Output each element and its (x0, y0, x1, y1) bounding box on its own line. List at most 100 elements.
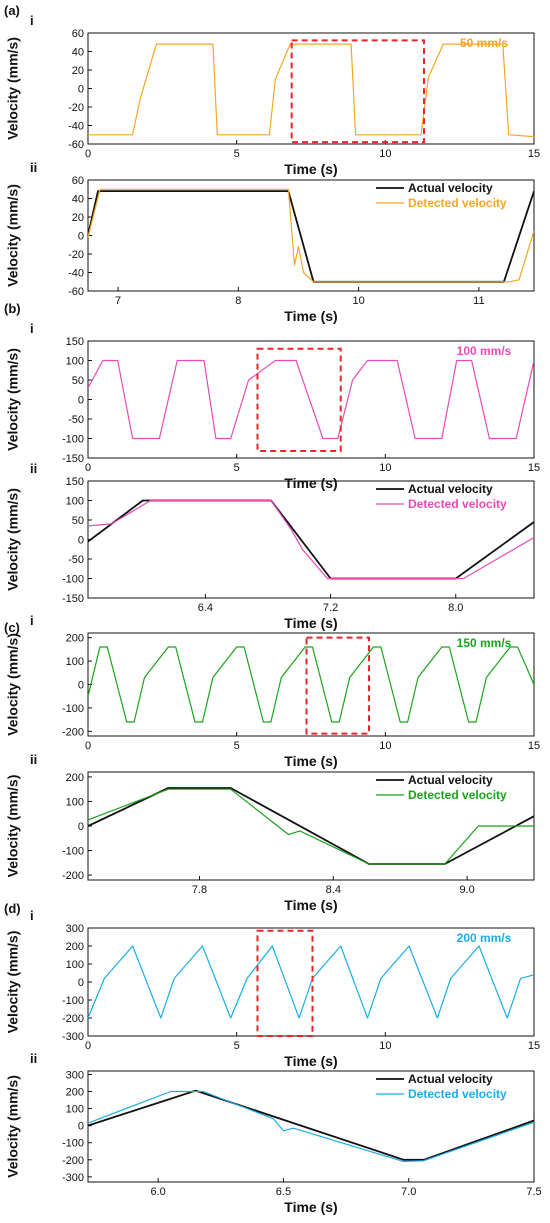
y-tick-label: 0 (78, 231, 84, 243)
sub-label-c-i: i (30, 613, 34, 628)
x-tick-label: 7.0 (401, 1186, 416, 1198)
y-tick-label: 150 (66, 476, 84, 488)
y-tick-label: 100 (66, 959, 84, 971)
y-tick-label: 40 (72, 47, 84, 59)
chart-c-i: i 0 5 10 15 -200 -100 0 100 200 Time (s) Velocity (… (5, 613, 540, 769)
y-tick-label: -100 (62, 703, 84, 715)
x-tick-label: 7.5 (526, 1186, 541, 1198)
x-axis-title: Time (s) (284, 753, 337, 769)
detected-velocity-line (88, 788, 534, 865)
x-tick-label: 5 (234, 148, 240, 160)
y-tick-label: 60 (72, 28, 84, 40)
y-tick-label: -300 (62, 1031, 84, 1043)
x-axis-title: Time (s) (284, 161, 337, 177)
highlight-box (256, 929, 314, 1038)
chart-d-i: i 0 5 10 15 -300 -200 -100 0 100 200 300 Time (s) Vel… (5, 908, 540, 1069)
sub-label-b-i: i (30, 321, 34, 336)
y-tick-label: -200 (62, 726, 84, 738)
y-tick-label: -60 (68, 286, 84, 298)
detected-velocity-line (88, 646, 534, 723)
panel-label-b: (b) (4, 301, 21, 316)
legend-entry: Actual velocity (408, 482, 493, 496)
legend-entry: Detected velocity (408, 788, 507, 802)
y-tick-label: 100 (66, 796, 84, 808)
y-tick-label: 40 (72, 194, 84, 206)
y-axis-title: Velocity (mm/s) (5, 1075, 21, 1178)
x-tick-label: 11 (473, 295, 484, 307)
sub-label-c-ii: ii (30, 752, 37, 767)
y-axis-title: Velocity (mm/s) (5, 931, 21, 1034)
x-axis-title: Time (s) (284, 897, 337, 913)
y-tick-label: -100 (62, 574, 84, 586)
legend-entry: Detected velocity (408, 497, 507, 511)
panel-label-d: (d) (4, 901, 21, 916)
y-tick-label: 100 (66, 656, 84, 668)
y-tick-label: -40 (68, 268, 84, 280)
y-tick-label: -150 (62, 593, 84, 605)
y-tick-label: -300 (62, 1172, 84, 1184)
highlight-box (305, 636, 370, 735)
y-tick-label: 20 (72, 65, 84, 77)
y-tick-label: -50 (68, 554, 84, 566)
chart-d-ii: ii 6.0 6.5 7.0 7.5 -300 -200 -100 0 100 200 300 Time… (5, 1051, 542, 1215)
chart-c-ii: ii 7.8 8.4 9.0 -200 -100 0 100 200 Time (s) Veloci… (5, 752, 535, 913)
x-tick-label: 10 (379, 740, 391, 752)
x-tick-label: 5 (234, 740, 240, 752)
x-tick-label: 7 (115, 295, 121, 307)
detected-velocity-line (88, 188, 534, 283)
y-tick-label: 0 (78, 535, 84, 547)
y-tick-label: 150 (66, 336, 84, 348)
y-tick-label: -150 (62, 453, 84, 465)
y-tick-label: 0 (78, 84, 84, 96)
y-tick-label: -200 (62, 1013, 84, 1025)
legend-entry: Actual velocity (408, 181, 493, 195)
y-tick-label: -20 (68, 102, 84, 114)
y-tick-label: 300 (66, 1069, 84, 1081)
x-tick-label: 6.5 (276, 1186, 291, 1198)
x-tick-label: 8.4 (326, 884, 341, 896)
x-tick-label: 6.0 (151, 1186, 166, 1198)
y-tick-label: 20 (72, 212, 84, 224)
x-axis-title: Time (s) (284, 308, 337, 324)
y-axis-title: Velocity (mm/s) (5, 348, 21, 451)
x-tick-label: 10 (379, 462, 391, 474)
x-axis-title: Time (s) (284, 1199, 337, 1215)
detected-velocity-line (88, 945, 534, 1019)
x-tick-label: 8.0 (448, 602, 463, 614)
y-tick-label: -100 (62, 434, 84, 446)
sub-label-d-ii: ii (30, 1051, 37, 1066)
actual-velocity-line (88, 499, 534, 580)
chart-a-i: i 0 5 10 15 -60 -40 -20 0 20 40 60 Time (s) Velocity … (5, 13, 540, 177)
y-tick-label: 0 (78, 680, 84, 692)
x-tick-label: 0 (85, 148, 91, 160)
y-tick-label: 0 (78, 1121, 84, 1133)
y-tick-label: 200 (66, 1086, 84, 1098)
x-tick-label: 7.8 (192, 884, 207, 896)
speed-annotation: 100 mm/s (457, 344, 512, 358)
y-tick-label: 300 (66, 923, 84, 935)
y-tick-label: 200 (66, 633, 84, 645)
y-tick-label: 200 (66, 772, 84, 784)
x-tick-label: 9.0 (459, 884, 474, 896)
y-tick-label: -200 (62, 1155, 84, 1167)
y-axis-title: Velocity (mm/s) (5, 184, 21, 287)
speed-annotation: 200 mm/s (457, 931, 512, 945)
x-axis-title: Time (s) (284, 475, 337, 491)
y-tick-label: -20 (68, 249, 84, 261)
detected-velocity-line (88, 43, 534, 138)
x-tick-label: 15 (528, 740, 540, 752)
x-tick-label: 8 (235, 295, 241, 307)
highlight-box (290, 39, 425, 144)
x-tick-label: 7.2 (323, 602, 338, 614)
x-tick-label: 5 (234, 1040, 240, 1052)
speed-annotation: 150 mm/s (457, 636, 512, 650)
legend-entry: Detected velocity (408, 196, 507, 210)
y-tick-label: -50 (68, 414, 84, 426)
y-tick-label: -100 (62, 846, 84, 858)
y-tick-label: 0 (78, 821, 84, 833)
y-tick-label: -100 (62, 995, 84, 1007)
chart-b-i: i 0 5 10 15 -150 -100 -50 0 50 100 150 Time (s) Veloc… (5, 321, 540, 491)
y-tick-label: 100 (66, 356, 84, 368)
sub-label-d-i: i (30, 908, 34, 923)
